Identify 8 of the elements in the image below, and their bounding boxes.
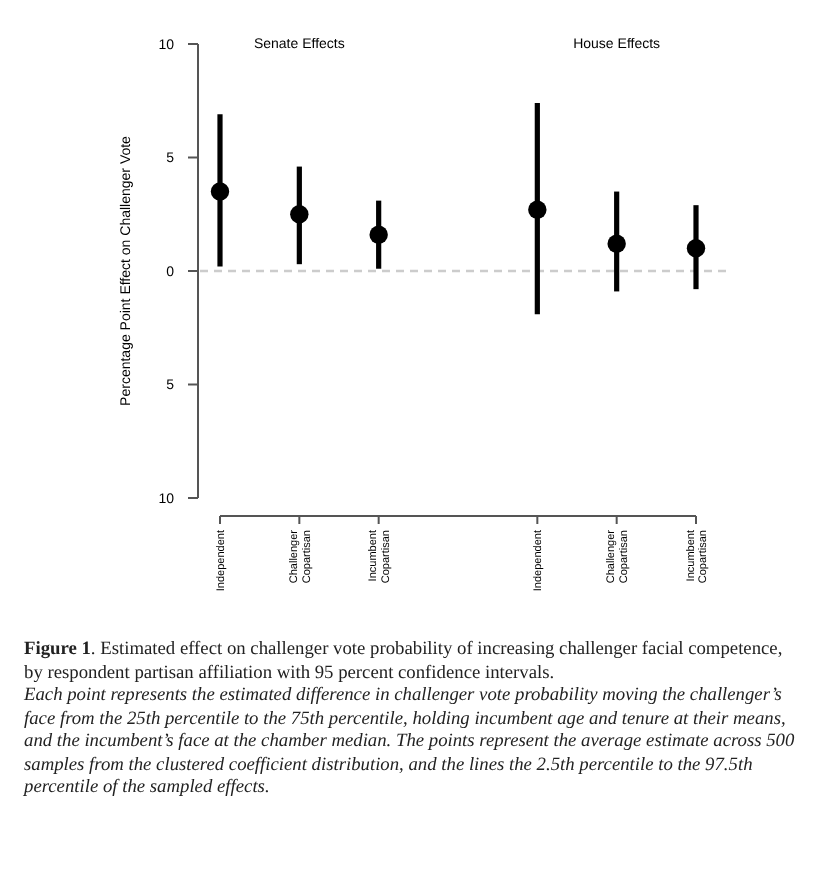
point	[369, 225, 388, 244]
text: Each point represents the estimated difference in challenger vote probability moving the challenger’s face from the 25th percentile to the 75th percentile, holding incumbent age and tenure at their means, and the incumbent’s face at the chamber median. The points represent the average estimate across 500 samples from the clustered coefficient distribution, and the lines the 2.5th percentile to the 97.5th percentile of the sampled effects.	[24, 686, 797, 801]
point	[210, 182, 230, 201]
point	[607, 234, 626, 253]
point	[686, 239, 706, 258]
point	[528, 200, 547, 219]
caption: Figure 1. Estimated effect on challenger vote probability of increasing challenger facial competence, by respondent partisan affiliation with 95 percent confidence intervals.	[24, 640, 785, 686]
point	[290, 205, 309, 224]
